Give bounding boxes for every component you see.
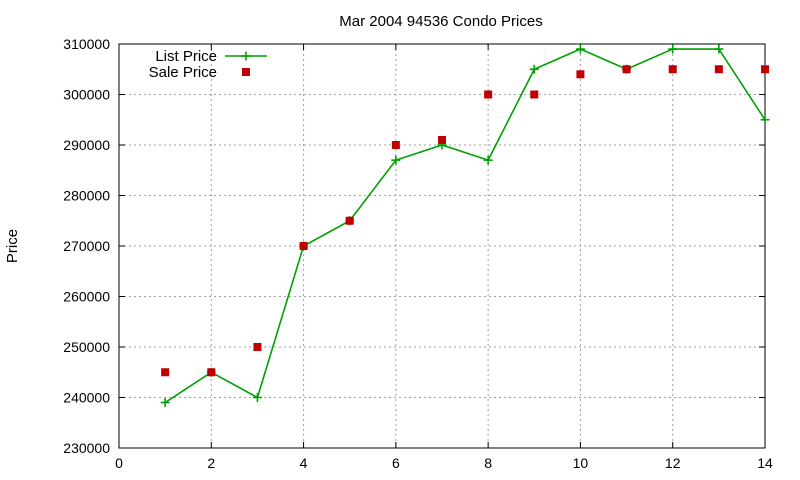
series <box>160 44 770 408</box>
legend-square-marker <box>242 68 250 76</box>
y-tick-label: 290000 <box>63 137 110 153</box>
list-price-point <box>714 44 724 54</box>
sale-price-point <box>761 65 769 74</box>
x-tick-label: 12 <box>665 455 681 471</box>
x-tick-label: 14 <box>757 455 773 471</box>
sale-price-point <box>345 216 354 225</box>
chart-title: Mar 2004 94536 Condo Prices <box>339 13 542 30</box>
list-price-point <box>391 155 401 165</box>
sale-price-point <box>576 70 585 79</box>
sale-price-point <box>161 368 170 377</box>
legend-label: List Price <box>155 48 217 65</box>
list-price-point <box>575 44 585 54</box>
x-tick-label: 4 <box>300 455 308 471</box>
grid <box>119 44 765 448</box>
y-tick-label: 300000 <box>63 87 110 103</box>
axis-ticks: 0 2 4 6 8 10 12 14 230000 240000 250000 260000 27000… <box>63 36 773 471</box>
x-tick-label: 6 <box>392 455 400 471</box>
list-price-line <box>164 48 766 404</box>
sale-price-point <box>299 242 308 250</box>
sale-price-point <box>391 141 400 149</box>
list-price-point <box>160 398 170 408</box>
series-sale-price <box>161 65 769 377</box>
x-tick-label: 10 <box>573 455 589 471</box>
y-tick-label: 310000 <box>63 36 110 52</box>
sale-price-point <box>622 65 631 74</box>
list-price-point <box>483 155 493 165</box>
sale-price-point <box>714 65 723 74</box>
list-price-point <box>760 115 770 125</box>
sale-price-point <box>484 90 493 99</box>
sale-price-point <box>530 90 539 99</box>
legend-label: Sale Price <box>149 64 217 81</box>
y-tick-label: 230000 <box>63 440 110 456</box>
sale-price-point <box>668 65 677 74</box>
legend-item-list-price: List Price <box>155 48 267 65</box>
series-list-price <box>160 44 770 408</box>
y-tick-label: 280000 <box>63 188 110 204</box>
list-price-point <box>252 393 262 402</box>
x-tick-label: 0 <box>115 455 123 471</box>
legend-item-sale-price: Sale Price <box>149 64 250 81</box>
y-tick-label: 260000 <box>63 289 110 305</box>
list-price-point <box>668 44 678 54</box>
list-price-point <box>529 64 539 74</box>
y-tick-label: 270000 <box>63 238 110 254</box>
y-axis-label: Price <box>4 229 21 263</box>
sale-price-point <box>438 135 446 144</box>
sale-price-point <box>207 368 216 377</box>
legend-plus-marker <box>241 51 251 61</box>
y-tick-label: 240000 <box>63 390 110 406</box>
x-tick-label: 8 <box>484 455 492 471</box>
y-tick-label: 250000 <box>63 339 110 355</box>
x-tick-label: 2 <box>207 455 215 471</box>
sale-price-point <box>253 343 262 351</box>
